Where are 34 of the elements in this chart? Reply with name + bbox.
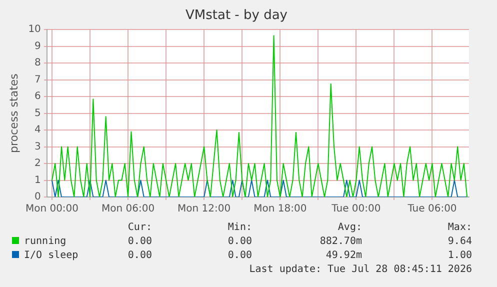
chart-title: VMstat - by day [186, 8, 288, 24]
x-tick-label: Mon 06:00 [101, 204, 155, 215]
y-tick-label: 8 [34, 58, 41, 69]
y-tick-label: 10 [28, 24, 41, 36]
y-tick-label: 3 [34, 141, 41, 152]
x-tick-label: Mon 12:00 [178, 204, 231, 215]
text: 0.00 [128, 236, 152, 247]
y-axis-title: process states [7, 73, 20, 153]
y-tick-label: 5 [34, 108, 41, 119]
text: Cur: [128, 222, 152, 233]
legend-label: I/O sleep [23, 250, 78, 261]
text: 0.00 [128, 250, 152, 261]
y-tick-label: 7 [34, 74, 41, 86]
y-tick-label: 4 [34, 124, 41, 136]
text: 1.00 [448, 250, 472, 261]
x-tick-label: Tue 00:00 [330, 204, 381, 215]
text: 0.00 [228, 250, 252, 261]
x-tick-label: Mon 00:00 [25, 204, 79, 215]
text: 9.64 [448, 236, 472, 247]
text: 49.92m [326, 250, 362, 261]
text: Avg: [338, 222, 362, 233]
text: 882.70m [320, 236, 362, 247]
legend-label: running [23, 236, 66, 247]
y-tick-label: 1 [34, 174, 41, 186]
x-tick-label: Tue 06:00 [406, 204, 457, 215]
y-tick-label: 0 [34, 192, 41, 203]
y-tick-label: 9 [34, 40, 41, 52]
x-tick-label: Mon 18:00 [254, 204, 307, 215]
y-tick-label: 6 [34, 91, 41, 102]
text: Last update: Tue Jul 28 08:45:11 2026 [249, 264, 472, 275]
text: 0.00 [228, 236, 252, 247]
y-tick-label: 2 [34, 158, 41, 170]
text: Min: [228, 222, 252, 233]
text: Max: [448, 222, 472, 233]
